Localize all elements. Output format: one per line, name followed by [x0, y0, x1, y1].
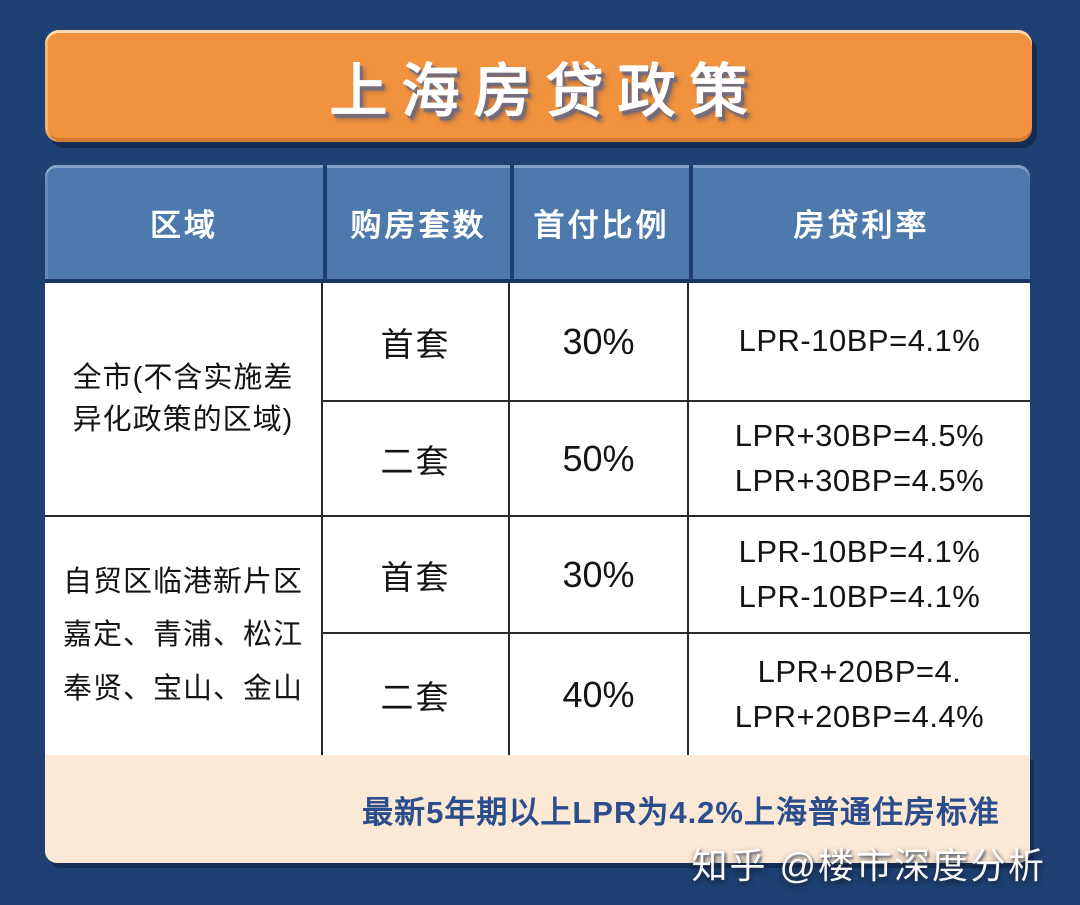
rate-line: LPR-10BP=4.1%	[738, 578, 981, 614]
table-body: 全市(不含实施差 异化政策的区域) 首套 30% LPR-10BP=4.1% 二…	[45, 283, 1030, 757]
rate-cell: LPR-10BP=4.1% LPR-10BP=4.1%	[689, 517, 1030, 634]
rate-cell: LPR+30BP=4.5% LPR+30BP=4.5%	[689, 402, 1030, 517]
region-line: 自贸区临港新片区	[62, 565, 303, 598]
unit-cell: 二套	[323, 634, 510, 755]
rate-cell: LPR+20BP=4. LPR+20BP=4.4%	[689, 634, 1030, 755]
title-banner: 上海房贷政策	[45, 30, 1032, 142]
column-header-down-payment: 首付比例	[510, 165, 689, 279]
column-header-unit-count: 购房套数	[323, 165, 510, 279]
rate-line: LPR+30BP=4.5%	[734, 462, 985, 498]
region-line: 奉贤、宝山、金山	[62, 672, 303, 705]
column-header-rate: 房贷利率	[689, 165, 1030, 279]
down-payment-cell: 30%	[510, 517, 689, 634]
region-cell-pilot-zones: 自贸区临港新片区 嘉定、青浦、松江 奉贤、宝山、金山	[45, 517, 323, 755]
rate-cell: LPR-10BP=4.1%	[689, 283, 1030, 402]
unit-cell: 二套	[323, 402, 510, 517]
region-cell-citywide: 全市(不含实施差 异化政策的区域)	[45, 283, 323, 517]
watermark-text: 知乎 @楼市深度分析	[691, 845, 1046, 886]
rate-line: LPR-10BP=4.1%	[738, 534, 981, 570]
footer-note-bar: 最新5年期以上LPR为4.2%上海普通住房标准	[45, 755, 1030, 863]
rate-line: LPR+20BP=4.4%	[734, 698, 985, 734]
page-title: 上海房贷政策	[329, 59, 762, 124]
down-payment-cell: 40%	[510, 634, 689, 755]
rate-line: LPR-10BP=4.1%	[738, 323, 981, 359]
policy-table: 区域 购房套数 首付比例 房贷利率 全市(不含实施差 异化政策的区域) 首套 3…	[45, 165, 1030, 757]
footer-note-text: 最新5年期以上LPR为4.2%上海普通住房标准	[362, 794, 1000, 830]
down-payment-cell: 30%	[510, 283, 689, 402]
unit-cell: 首套	[323, 517, 510, 634]
rate-line: LPR+20BP=4.	[757, 654, 962, 690]
down-payment-cell: 50%	[510, 402, 689, 517]
column-header-region: 区域	[150, 207, 218, 243]
unit-cell: 首套	[323, 283, 510, 402]
table-header-row: 区域 购房套数 首付比例 房贷利率	[45, 165, 1030, 283]
region-line: 嘉定、青浦、松江	[62, 619, 303, 652]
region-line: 异化政策的区域)	[72, 404, 294, 436]
rate-line: LPR+30BP=4.5%	[734, 418, 985, 454]
region-line: 全市(不含实施差	[72, 361, 294, 394]
